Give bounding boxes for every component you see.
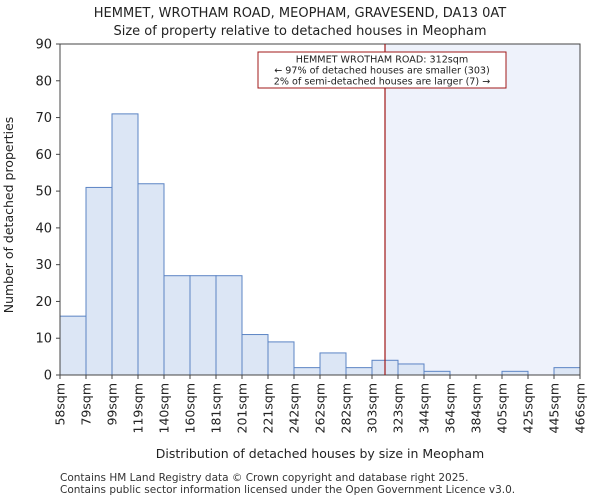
x-axis-label: Distribution of detached houses by size …: [156, 446, 484, 461]
y-tick-label: 90: [35, 38, 52, 53]
y-axis-label: Number of detached properties: [1, 117, 16, 314]
x-tick-label: 405sqm: [495, 383, 510, 433]
x-tick-label: 79sqm: [79, 383, 94, 426]
y-tick-label: 60: [35, 148, 52, 163]
y-tick-label: 10: [35, 332, 52, 347]
bar: [85, 186, 113, 376]
y-tick-label: 20: [35, 295, 52, 310]
bar: [59, 315, 87, 376]
annotation-line: 2% of semi-detached houses are larger (7…: [274, 77, 491, 88]
y-tick-label: 50: [35, 185, 52, 200]
bar: [423, 370, 451, 376]
x-tick-label: 119sqm: [131, 383, 146, 433]
x-tick-label: 58sqm: [53, 383, 68, 426]
y-tick-label: 70: [35, 111, 52, 126]
y-tick-label: 80: [35, 74, 52, 89]
bar: [397, 363, 425, 376]
bar: [319, 352, 347, 376]
highlight-region: [385, 44, 580, 375]
footer-line-2: Contains public sector information licen…: [60, 484, 516, 496]
bar: [241, 334, 269, 376]
x-tick-label: 445sqm: [547, 383, 562, 433]
annotation-line: ← 97% of detached houses are smaller (30…: [274, 66, 490, 77]
bar: [111, 113, 139, 376]
footer-line-1: Contains HM Land Registry data © Crown c…: [60, 472, 469, 484]
chart-title: HEMMET, WROTHAM ROAD, MEOPHAM, GRAVESEND…: [93, 6, 507, 21]
x-tick-label: 364sqm: [443, 383, 458, 433]
annotation-box: [257, 51, 507, 89]
x-tick-label: 221sqm: [261, 383, 276, 433]
y-tick-label: 0: [44, 369, 52, 384]
chart-subtitle: Size of property relative to detached ho…: [113, 24, 487, 39]
bar: [163, 275, 191, 376]
bar: [267, 341, 295, 376]
x-tick-label: 242sqm: [287, 383, 302, 433]
x-tick-label: 160sqm: [183, 383, 198, 433]
x-tick-label: 323sqm: [391, 383, 406, 433]
bar: [345, 367, 373, 376]
bar: [137, 183, 165, 376]
x-tick-label: 466sqm: [573, 383, 588, 433]
x-tick-label: 425sqm: [521, 383, 536, 433]
bar: [293, 367, 321, 376]
bar: [501, 370, 529, 376]
x-tick-label: 262sqm: [313, 383, 328, 433]
bar: [553, 367, 581, 376]
y-tick-label: 30: [35, 258, 52, 273]
x-tick-label: 344sqm: [417, 383, 432, 433]
x-tick-label: 201sqm: [235, 383, 250, 433]
y-tick-label: 40: [35, 221, 52, 236]
x-tick-label: 282sqm: [339, 383, 354, 433]
x-tick-label: 303sqm: [365, 383, 380, 433]
x-tick-label: 140sqm: [157, 383, 172, 433]
annotation-line: HEMMET WROTHAM ROAD: 312sqm: [296, 55, 469, 66]
bar: [215, 275, 243, 376]
x-tick-label: 384sqm: [469, 383, 484, 433]
x-tick-label: 99sqm: [105, 383, 120, 426]
x-tick-label: 181sqm: [209, 383, 224, 433]
bar: [189, 275, 217, 376]
